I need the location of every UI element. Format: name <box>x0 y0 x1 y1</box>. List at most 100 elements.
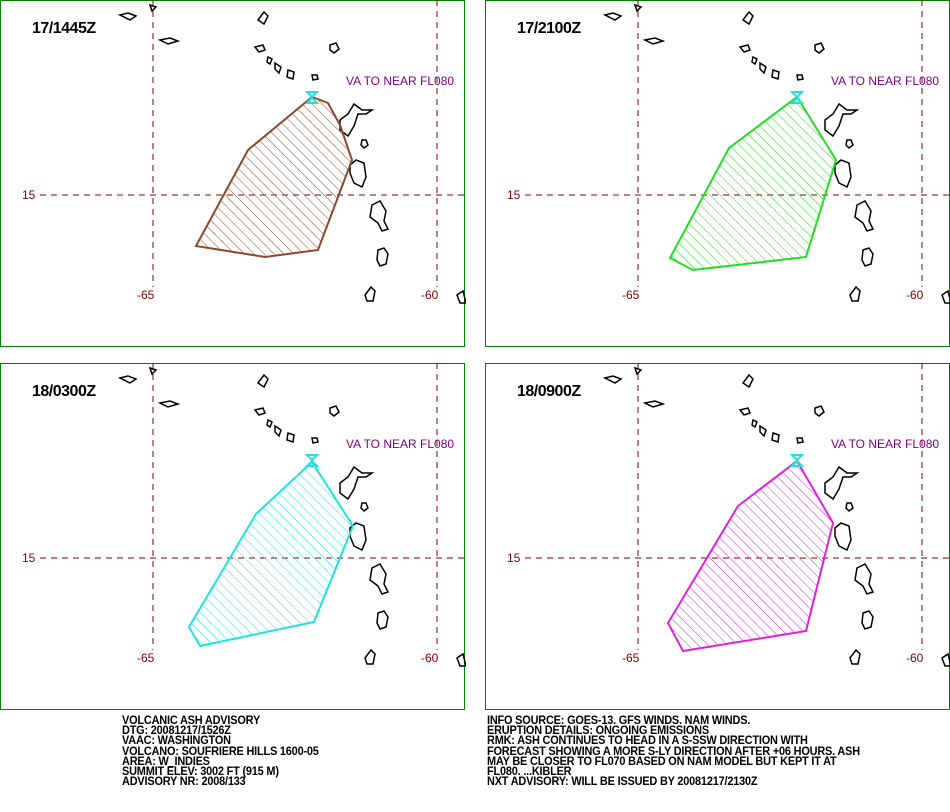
map-panel: 17/1445Z VA TO NEAR FL080 15 -65 -60 <box>0 0 466 347</box>
advisory-line: ERUPTION DETAILS: ONGOING EMISSIONS <box>487 725 709 738</box>
coastline <box>633 366 643 376</box>
coastline <box>814 42 825 54</box>
valid-time: 18/0300Z <box>32 383 96 400</box>
coastline <box>759 424 767 438</box>
coastline <box>266 55 273 66</box>
lat-label: 15 <box>507 188 521 202</box>
coastline <box>157 400 181 408</box>
lon-label: -60 <box>421 651 439 665</box>
coastline <box>256 373 269 389</box>
volcano-marker <box>789 454 805 467</box>
coastline <box>751 418 758 429</box>
advisory-text-left: VOLCANIC ASH ADVISORY DTG: 20081217/1526Z… <box>122 715 319 789</box>
coastline <box>329 405 340 417</box>
panel-border <box>0 363 465 710</box>
coastline <box>796 437 804 444</box>
ash-area <box>666 459 835 653</box>
ash-area <box>187 460 355 648</box>
coastline <box>360 139 369 149</box>
advisory-line: FL080. ...KIBLER <box>487 766 572 779</box>
volcano-marker <box>304 91 320 104</box>
coastline <box>376 247 389 267</box>
valid-time: 17/1445Z <box>32 20 96 37</box>
coastline <box>824 102 860 138</box>
advisory-line: MAY BE CLOSER TO FL070 BASED ON NAM MODE… <box>487 755 837 768</box>
coastline <box>148 366 158 376</box>
coastline <box>339 465 375 501</box>
advisory-line: VAAC: WASHINGTON <box>122 735 231 748</box>
lon-label: -60 <box>421 288 439 302</box>
coastline <box>854 200 875 232</box>
coastline <box>364 285 376 302</box>
coastline <box>771 69 780 80</box>
coastline <box>741 10 754 26</box>
coastline <box>376 610 389 630</box>
coastline <box>741 373 754 389</box>
panel-border <box>0 0 465 347</box>
coastline <box>861 247 874 267</box>
coastline <box>796 74 804 81</box>
coastline <box>834 522 852 552</box>
coastline <box>738 407 751 416</box>
coastline <box>456 289 466 304</box>
coastline <box>602 12 623 21</box>
ash-note: VA TO NEAR FL080 <box>831 437 939 451</box>
coastline <box>117 375 138 384</box>
coastline <box>369 563 390 595</box>
advisory-line: AREA: W_INDIES <box>122 755 210 768</box>
coastline <box>751 55 758 66</box>
map-panel: 18/0300Z VA TO NEAR FL080 15 -65 -60 <box>0 363 466 710</box>
coastline <box>329 42 340 54</box>
coastline <box>771 432 780 443</box>
coastline <box>148 3 158 13</box>
advisory-line: VOLCANO: SOUFRIERE HILLS 1600-05 <box>122 745 319 758</box>
coastline <box>824 465 860 501</box>
ash-note: VA TO NEAR FL080 <box>831 74 939 88</box>
advisory-line: NXT ADVISORY: WILL BE ISSUED BY 20081217… <box>487 776 758 789</box>
coastline <box>456 652 466 667</box>
lat-label: 15 <box>22 188 36 202</box>
coastline <box>311 437 319 444</box>
lon-label: -65 <box>137 288 155 302</box>
valid-time: 17/2100Z <box>517 20 581 37</box>
coastline <box>814 405 825 417</box>
coastline <box>849 648 861 665</box>
panel-border <box>485 363 950 710</box>
coastline <box>349 522 367 552</box>
advisory-line: FORECAST SHOWING A MORE S-LY DIRECTION A… <box>487 745 860 758</box>
map-panel: 18/0900Z VA TO NEAR FL080 15 -65 -60 <box>485 363 950 710</box>
coastline <box>360 502 369 512</box>
advisory-line: ADVISORY NR: 2008/133 <box>122 776 246 789</box>
coastline <box>738 44 751 53</box>
ash-note: VA TO NEAR FL080 <box>346 437 454 451</box>
coastline <box>286 432 295 443</box>
advisory-line: INFO SOURCE: GOES-13. GFS WINDS. NAM WIN… <box>487 715 751 727</box>
coastline <box>759 61 767 75</box>
coastline <box>861 610 874 630</box>
coastline <box>845 502 854 512</box>
advisory-line: SUMMIT ELEV: 3002 FT (915 M) <box>122 766 279 779</box>
lon-label: -60 <box>906 288 924 302</box>
advisory-line: DTG: 20081217/1526Z <box>122 725 231 738</box>
coastline <box>941 652 950 667</box>
map-panel: 17/2100Z VA TO NEAR FL080 15 -65 -60 <box>485 0 950 347</box>
coastline <box>349 159 367 189</box>
lon-label: -65 <box>622 288 640 302</box>
coastline <box>274 61 282 75</box>
lat-label: 15 <box>507 551 521 565</box>
coastline <box>157 37 181 45</box>
coastline <box>253 407 266 416</box>
coastline <box>633 3 643 13</box>
coastline <box>845 139 854 149</box>
advisory-line: VOLCANIC ASH ADVISORY <box>122 715 261 727</box>
ash-area <box>668 95 838 272</box>
valid-time: 18/0900Z <box>517 383 581 400</box>
ash-note: VA TO NEAR FL080 <box>346 74 454 88</box>
coastline <box>266 418 273 429</box>
coastline <box>364 648 376 665</box>
coastline <box>274 424 282 438</box>
coastline <box>253 44 266 53</box>
ash-area <box>194 95 354 259</box>
coastline <box>339 102 375 138</box>
